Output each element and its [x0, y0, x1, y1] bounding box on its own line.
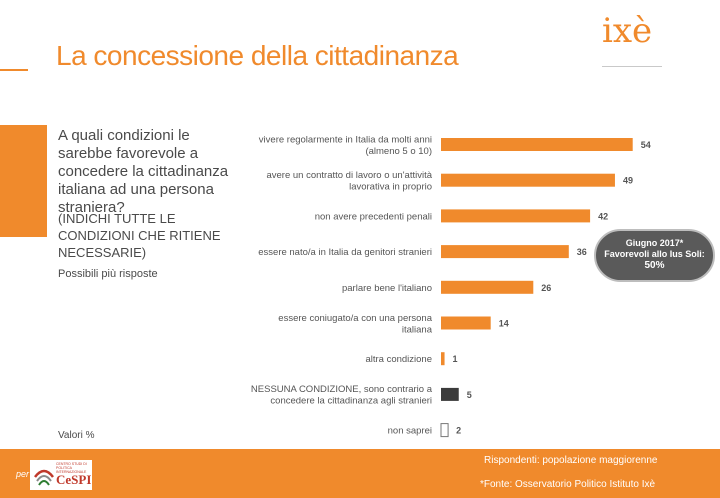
cespi-subtitle: CENTRO STUDI DI POLITICA INTERNAZIONALE	[56, 462, 87, 474]
category-label-6: altra condizione	[365, 354, 432, 365]
logo-underline	[602, 66, 662, 67]
callout-date: Giugno 2017*	[625, 238, 684, 248]
bar-1	[441, 173, 615, 187]
value-label-8: 2	[456, 426, 461, 436]
bar-2	[441, 209, 591, 223]
category-label-3: essere nato/a in Italia da genitori stra…	[258, 247, 432, 258]
page-title: La concessione della cittadinanza	[56, 40, 459, 71]
question-accent-block	[0, 125, 47, 237]
bar-8	[440, 423, 449, 438]
multiple-answers-note: Possibili più risposte	[58, 268, 158, 280]
value-label-6: 1	[453, 354, 458, 364]
category-label-1: avere un contratto di lavoro o un'attivi…	[266, 170, 432, 193]
survey-question: A quali condizioni le sarebbe favorevole…	[58, 127, 229, 216]
callout-label: Favorevoli allo Ius Soli:	[604, 249, 705, 259]
bar-6	[441, 352, 445, 366]
bar-5	[441, 316, 491, 330]
value-label-3: 36	[577, 247, 587, 257]
source-note: *Fonte: Osservatorio Politico Istituto I…	[480, 479, 656, 490]
category-label-7: NESSUNA CONDIZIONE, sono contrario a conc…	[251, 384, 433, 407]
category-label-8: non saprei	[388, 426, 432, 437]
value-label-4: 26	[541, 283, 551, 293]
bar-0	[441, 138, 633, 151]
category-label-5: essere coniugato/a con una persona italia…	[278, 313, 432, 336]
bar-4	[441, 280, 534, 294]
value-label-5: 14	[499, 319, 509, 329]
bar-3	[441, 245, 569, 259]
value-label-2: 42	[598, 211, 608, 221]
footer-bar: per CENTRO STUDI DI POLITICA INTERNAZION…	[0, 449, 720, 498]
respondents-note: Rispondenti: popolazione maggiorenne	[484, 455, 658, 466]
value-label-1: 49	[623, 176, 633, 186]
cespi-logo: CENTRO STUDI DI POLITICA INTERNAZIONALE …	[30, 460, 92, 490]
bar-chart: 54 vivere regolarmente in Italia da molti…	[251, 134, 651, 438]
ixe-logo: ixè	[602, 11, 653, 51]
category-label-4: parlare bene l'italiano	[342, 283, 432, 294]
value-label-7: 5	[467, 390, 472, 400]
value-label-0: 54	[641, 140, 651, 150]
cespi-name: CeSPI	[56, 472, 92, 487]
cespi-mark-icon	[34, 469, 54, 486]
category-label-2: non avere precedenti penali	[315, 211, 432, 222]
callout-value: 50%	[644, 260, 665, 271]
title-accent-rule	[0, 69, 28, 71]
bar-7	[441, 387, 459, 401]
units-note: Valori %	[58, 430, 95, 441]
footer-per: per	[16, 469, 30, 479]
survey-instruction: (INDICHI TUTTE LE CONDIZIONI CHE RITIENE…	[58, 211, 221, 260]
category-label-0: vivere regolarmente in Italia da molti a…	[259, 134, 432, 157]
ius-soli-callout: Giugno 2017* Favorevoli allo Ius Soli: 5…	[594, 229, 715, 282]
